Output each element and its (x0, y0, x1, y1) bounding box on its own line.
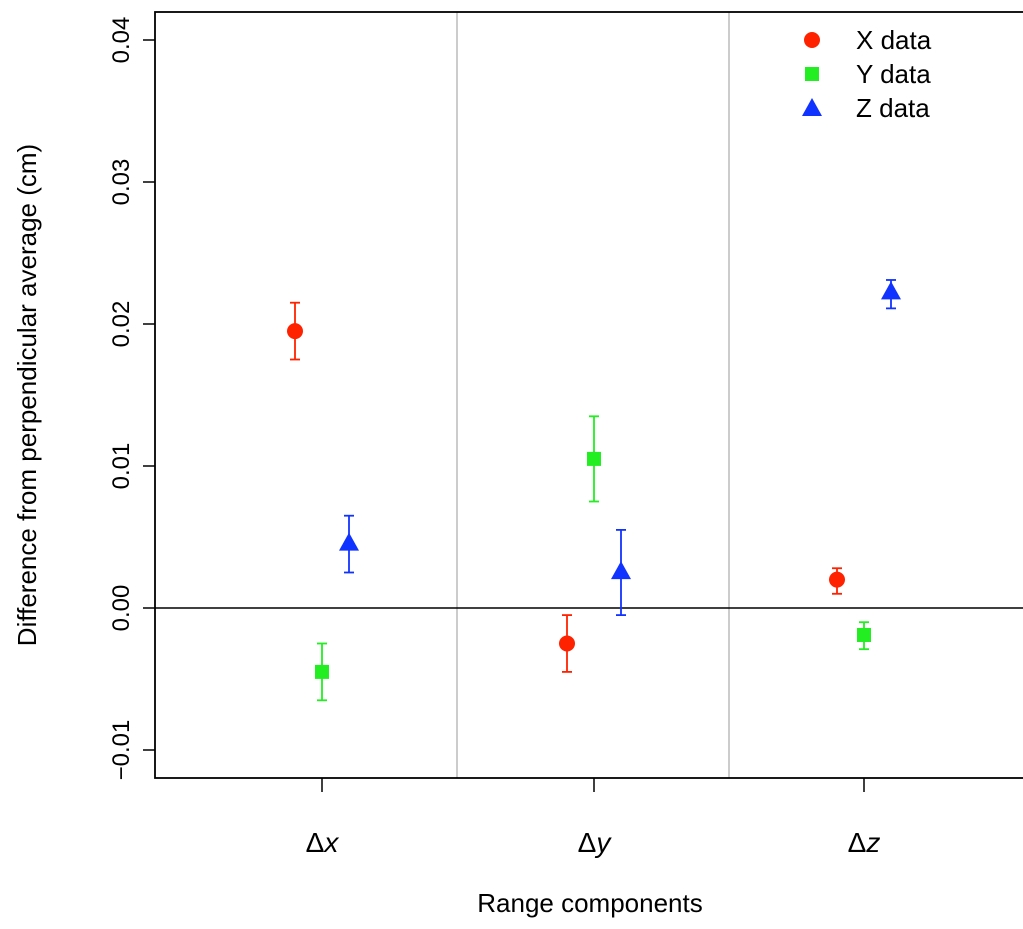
y-tick-label: 0.02 (108, 301, 135, 348)
y-tick-label: 0.01 (108, 443, 135, 490)
z-data-point (611, 561, 631, 580)
y-tick-label: 0.04 (108, 17, 135, 64)
y-data-point (857, 627, 871, 642)
y-axis-title: Difference from perpendicular average (c… (12, 144, 42, 646)
z-data-point (339, 532, 359, 551)
category-separators (456, 12, 730, 778)
y-data-point (587, 451, 601, 466)
x-data-point (829, 571, 845, 588)
x-tick-label: Δy (578, 827, 613, 858)
legend-label-y-data: Y data (856, 59, 931, 89)
y-axis: −0.01 0.00 0.01 0.02 0.03 0.04 (108, 17, 155, 781)
data-points (287, 279, 901, 702)
y-data-point (315, 664, 329, 679)
legend: X data Y data Z data (802, 25, 932, 123)
x-tick-label: Δz (848, 827, 881, 858)
legend-label-z-data: Z data (856, 93, 930, 123)
y-tick-label: 0.03 (108, 159, 135, 206)
y-tick-label: 0.00 (108, 585, 135, 632)
x-data-point (287, 323, 303, 340)
legend-marker-z-data (802, 98, 822, 116)
y-tick-label: −0.01 (108, 720, 135, 781)
x-data-point (559, 635, 575, 652)
legend-marker-y-data (805, 67, 819, 81)
x-axis-title: Range components (477, 888, 702, 918)
legend-marker-x-data (804, 32, 820, 48)
x-tick-label: Δx (306, 827, 340, 858)
z-data-point (881, 281, 901, 300)
legend-label-x-data: X data (856, 25, 932, 55)
plot-frame (154, 11, 1023, 779)
x-axis: Δx Δy Δz (306, 778, 881, 858)
